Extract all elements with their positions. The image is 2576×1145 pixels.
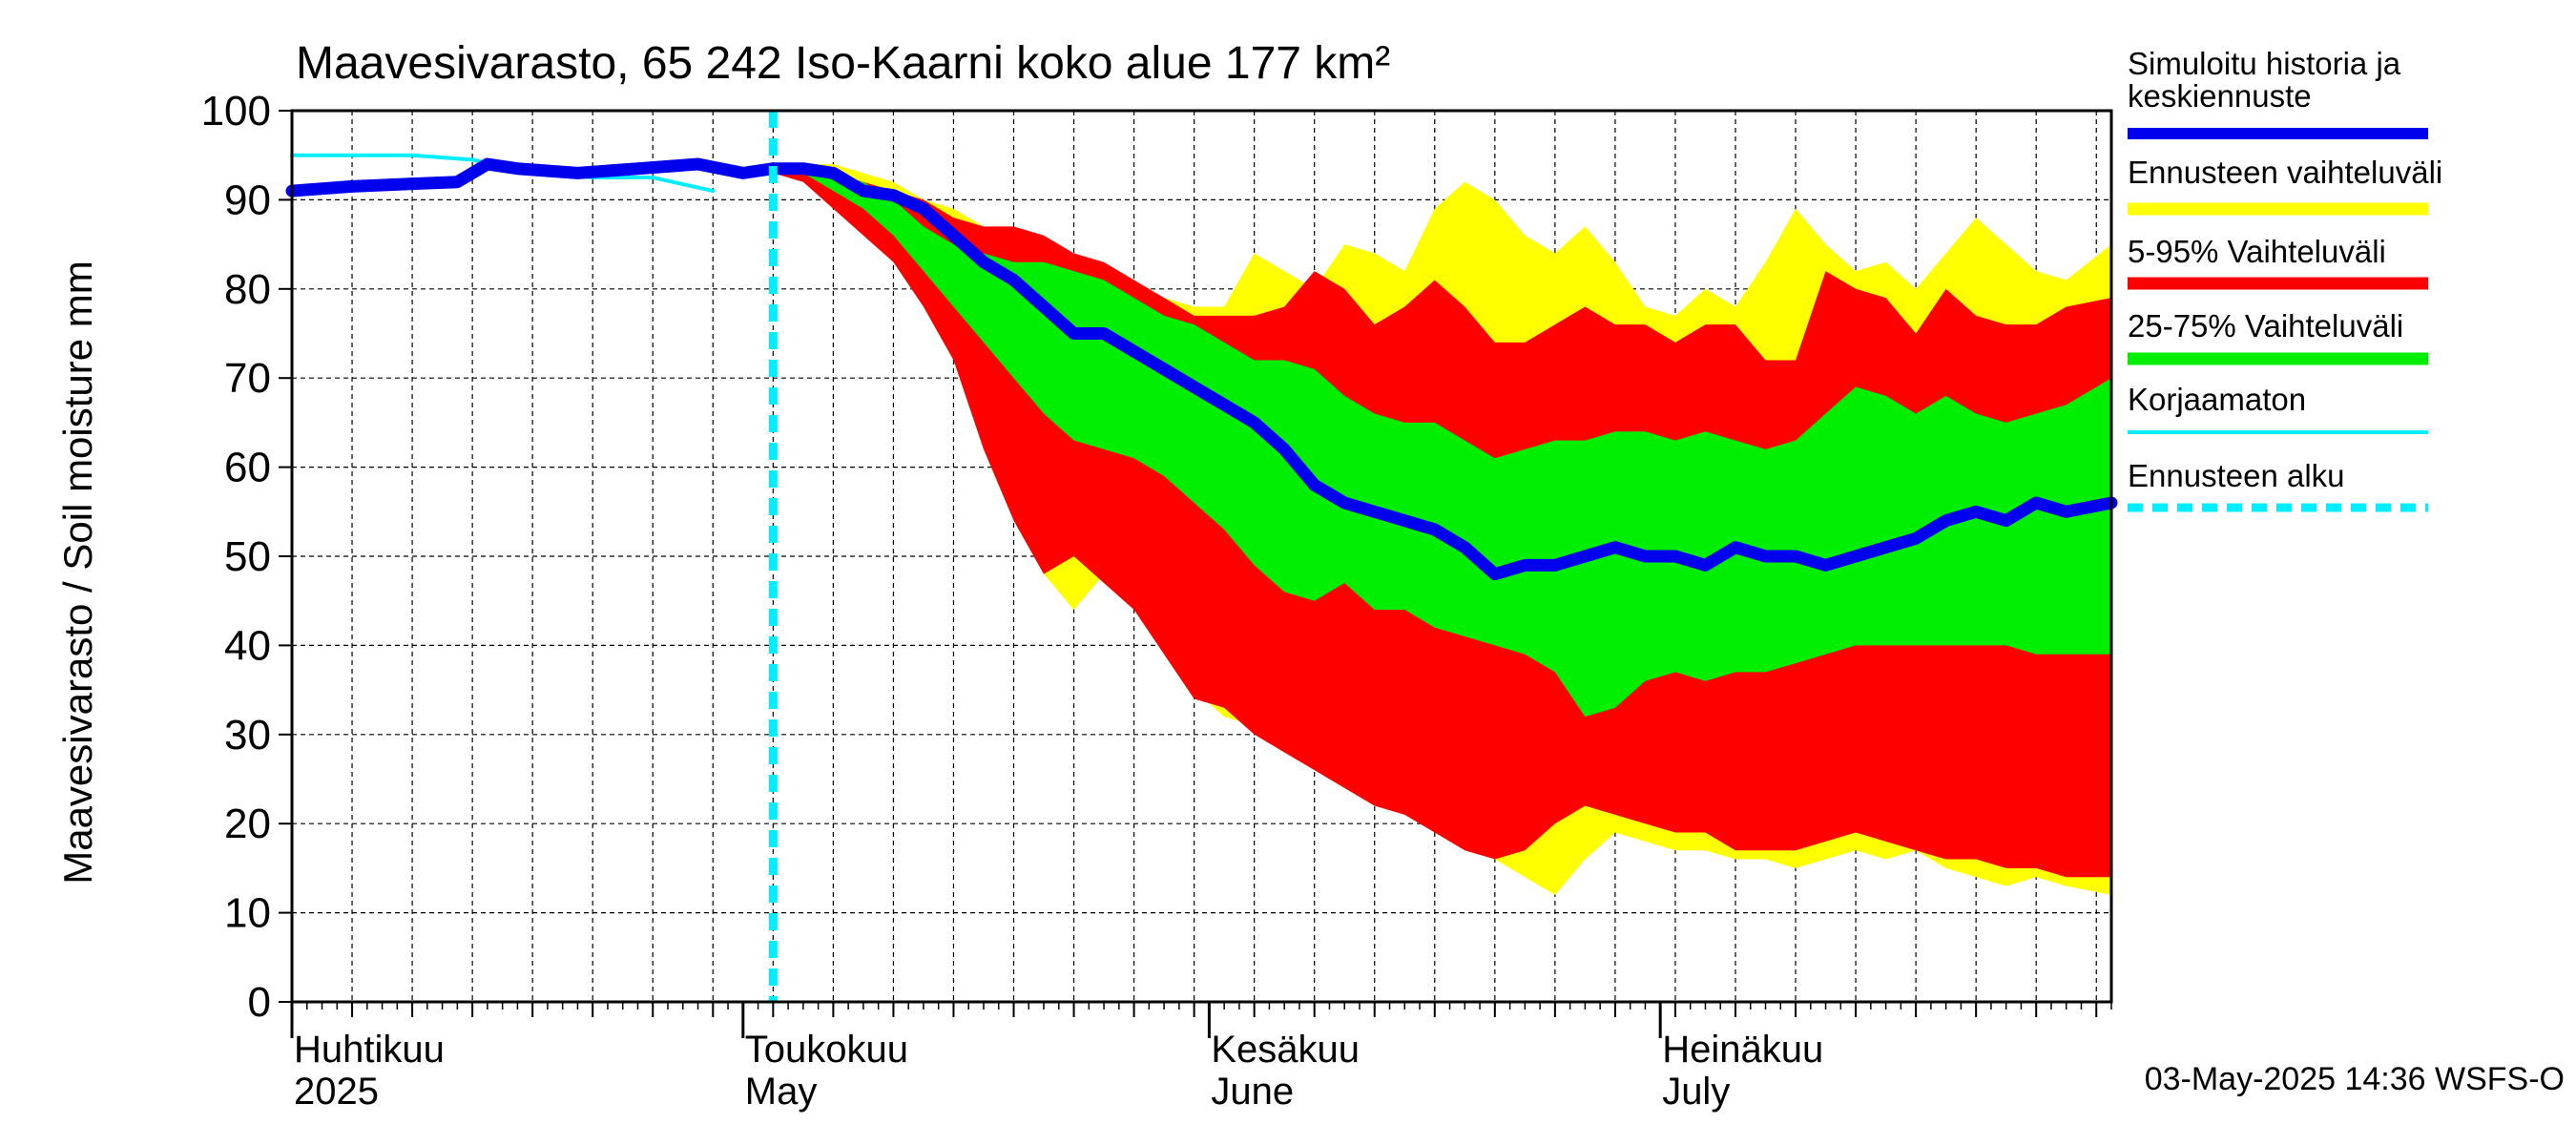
y-tick-label: 90 [224, 177, 271, 223]
y-tick-label: 0 [248, 979, 271, 1026]
y-tick-label: 20 [224, 801, 271, 847]
month-label: Heinäkuu [1662, 1029, 1823, 1071]
legend-label: Ennusteen vaihteluväli [2128, 155, 2442, 190]
y-tick-label: 70 [224, 355, 271, 402]
y-tick-label: 10 [224, 890, 271, 937]
legend-label: Korjaamaton [2128, 382, 2306, 417]
legend-label: Ennusteen alku [2128, 458, 2345, 493]
legend-label: keskiennuste [2128, 78, 2312, 114]
series-lines [285, 153, 2118, 581]
y-tick-label: 40 [224, 622, 271, 669]
band-2 [773, 173, 2111, 718]
legend-label: 5-95% Vaihteluväli [2128, 234, 2386, 269]
month-label: Toukokuu [745, 1029, 908, 1071]
y-tick-label: 80 [224, 266, 271, 313]
month-label: Huhtikuu [294, 1029, 445, 1071]
y-tick-label: 30 [224, 712, 271, 759]
y-tick-label: 100 [201, 88, 271, 135]
month-label-sub: May [745, 1071, 818, 1113]
month-label-sub: July [1662, 1071, 1730, 1113]
month-label: Kesäkuu [1211, 1029, 1360, 1071]
y-tick-label: 60 [224, 445, 271, 491]
mean-forecast-line [285, 157, 2118, 581]
month-label-sub: 2025 [294, 1071, 379, 1113]
y-axis-label: Maavesivarasto / Soil moisture mm [55, 260, 100, 885]
month-label-sub: June [1211, 1071, 1294, 1113]
legend-label: Simuloitu historia ja [2128, 46, 2401, 81]
y-tick-label: 50 [224, 533, 271, 580]
legend-label: 25-75% Vaihteluväli [2128, 308, 2403, 344]
footer-timestamp: 03-May-2025 14:36 WSFS-O [2145, 1061, 2565, 1097]
chart-title: Maavesivarasto, 65 242 Iso-Kaarni koko a… [296, 38, 1390, 89]
